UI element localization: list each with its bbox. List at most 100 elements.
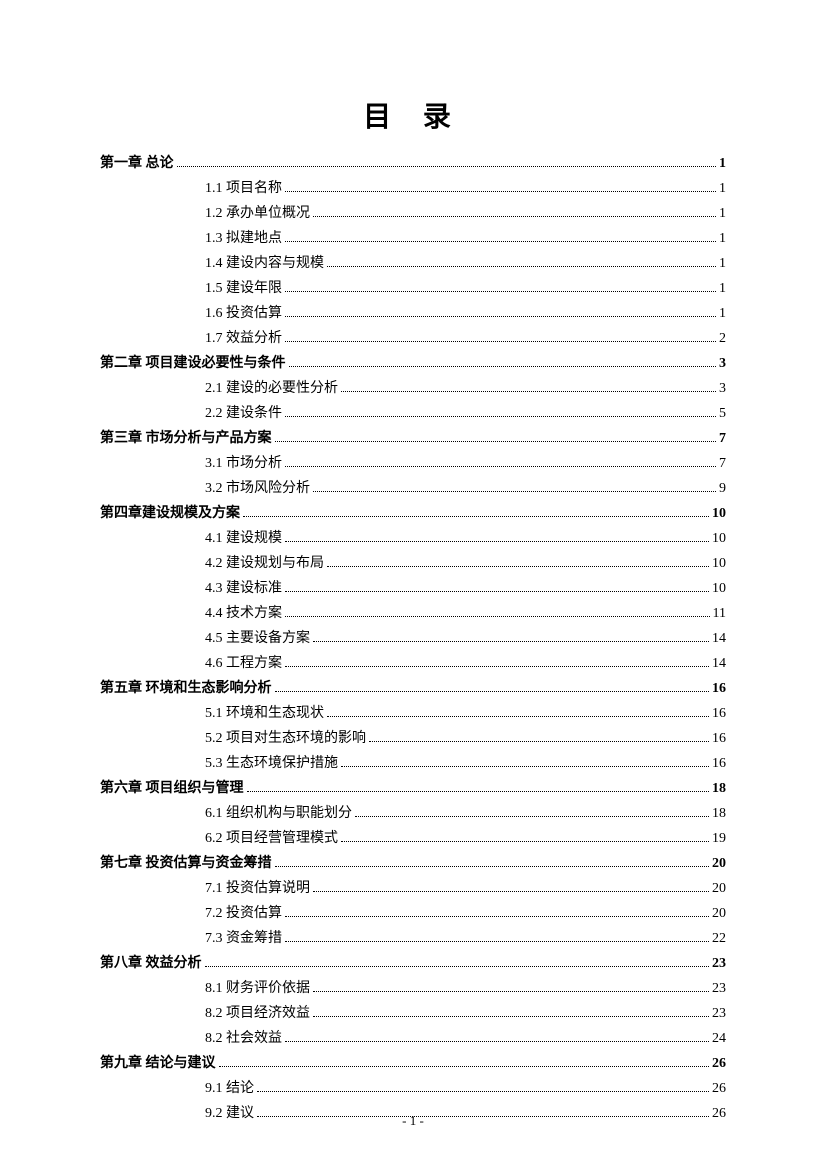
toc-leader-dots bbox=[285, 541, 709, 542]
toc-sub-page: 22 bbox=[712, 928, 726, 949]
toc-leader-dots bbox=[177, 166, 717, 167]
toc-sub-row: 1.2 承办单位概况1 bbox=[100, 203, 726, 224]
toc-sub-page: 19 bbox=[712, 828, 726, 849]
table-of-contents: 第一章 总论 11.1 项目名称11.2 承办单位概况11.3 拟建地点11.4… bbox=[100, 153, 726, 1124]
toc-leader-dots bbox=[243, 516, 709, 517]
toc-leader-dots bbox=[313, 216, 716, 217]
toc-leader-dots bbox=[285, 466, 716, 467]
toc-sub-row: 2.1 建设的必要性分析 3 bbox=[100, 378, 726, 399]
toc-sub-label: 1.7 效益分析 bbox=[205, 328, 282, 349]
toc-sub-row: 5.2 项目对生态环境的影响 16 bbox=[100, 728, 726, 749]
page-footer: - 1 - bbox=[0, 1113, 826, 1129]
toc-sub-page: 9 bbox=[719, 478, 726, 499]
toc-leader-dots bbox=[275, 441, 717, 442]
toc-sub-page: 14 bbox=[712, 628, 726, 649]
toc-chapter-label: 第八章 效益分析 bbox=[100, 953, 202, 974]
toc-chapter-row: 第五章 环境和生态影响分析16 bbox=[100, 678, 726, 699]
toc-sub-row: 3.2 市场风险分析 9 bbox=[100, 478, 726, 499]
toc-chapter-label: 第二章 项目建设必要性与条件 bbox=[100, 353, 286, 374]
toc-sub-row: 1.1 项目名称 1 bbox=[100, 178, 726, 199]
toc-sub-page: 16 bbox=[712, 703, 726, 724]
toc-chapter-row: 第七章 投资估算与资金筹措 20 bbox=[100, 853, 726, 874]
toc-leader-dots bbox=[369, 741, 709, 742]
toc-sub-label: 1.1 项目名称 bbox=[205, 178, 282, 199]
toc-title: 目 录 bbox=[100, 95, 726, 135]
toc-sub-row: 6.1 组织机构与职能划分18 bbox=[100, 803, 726, 824]
toc-sub-row: 1.4 建设内容与规模 1 bbox=[100, 253, 726, 274]
toc-sub-label: 1.3 拟建地点 bbox=[205, 228, 282, 249]
toc-sub-page: 14 bbox=[712, 653, 726, 674]
toc-sub-page: 23 bbox=[712, 978, 726, 999]
toc-sub-label: 5.2 项目对生态环境的影响 bbox=[205, 728, 366, 749]
toc-sub-label: 4.2 建设规划与布局 bbox=[205, 553, 324, 574]
toc-sub-label: 8.1 财务评价依据 bbox=[205, 978, 310, 999]
toc-sub-row: 8.2 社会效益24 bbox=[100, 1028, 726, 1049]
toc-sub-page: 20 bbox=[712, 878, 726, 899]
toc-chapter-page: 18 bbox=[712, 778, 726, 799]
toc-sub-label: 1.2 承办单位概况 bbox=[205, 203, 310, 224]
toc-sub-label: 4.6 工程方案 bbox=[205, 653, 282, 674]
toc-chapter-page: 7 bbox=[719, 428, 726, 449]
toc-sub-label: 3.2 市场风险分析 bbox=[205, 478, 310, 499]
toc-sub-row: 4.3 建设标准 10 bbox=[100, 578, 726, 599]
toc-sub-row: 9.1 结论26 bbox=[100, 1078, 726, 1099]
toc-sub-page: 7 bbox=[719, 453, 726, 474]
toc-sub-page: 10 bbox=[712, 553, 726, 574]
toc-sub-label: 8.2 项目经济效益 bbox=[205, 1003, 310, 1024]
toc-sub-page: 10 bbox=[712, 578, 726, 599]
toc-leader-dots bbox=[285, 666, 709, 667]
toc-chapter-row: 第二章 项目建设必要性与条件 3 bbox=[100, 353, 726, 374]
toc-chapter-label: 第一章 总论 bbox=[100, 153, 174, 174]
toc-sub-row: 4.2 建设规划与布局 10 bbox=[100, 553, 726, 574]
toc-sub-row: 4.5 主要设备方案14 bbox=[100, 628, 726, 649]
toc-sub-page: 1 bbox=[719, 178, 726, 199]
toc-chapter-page: 20 bbox=[712, 853, 726, 874]
toc-sub-row: 4.1 建设规模 10 bbox=[100, 528, 726, 549]
toc-chapter-row: 第八章 效益分析 23 bbox=[100, 953, 726, 974]
toc-leader-dots bbox=[275, 866, 710, 867]
toc-chapter-label: 第五章 环境和生态影响分析 bbox=[100, 678, 272, 699]
toc-sub-row: 3.1 市场分析7 bbox=[100, 453, 726, 474]
toc-sub-row: 7.1 投资估算说明 20 bbox=[100, 878, 726, 899]
toc-sub-row: 7.3 资金筹措22 bbox=[100, 928, 726, 949]
toc-leader-dots bbox=[313, 641, 709, 642]
toc-leader-dots bbox=[285, 316, 716, 317]
toc-sub-page: 3 bbox=[719, 378, 726, 399]
toc-leader-dots bbox=[341, 841, 709, 842]
toc-leader-dots bbox=[313, 991, 709, 992]
toc-sub-label: 5.3 生态环境保护措施 bbox=[205, 753, 338, 774]
toc-leader-dots bbox=[219, 1066, 710, 1067]
toc-sub-page: 10 bbox=[712, 528, 726, 549]
toc-sub-row: 8.1 财务评价依据 23 bbox=[100, 978, 726, 999]
toc-sub-label: 6.1 组织机构与职能划分 bbox=[205, 803, 352, 824]
toc-chapter-label: 第三章 市场分析与产品方案 bbox=[100, 428, 272, 449]
toc-sub-page: 1 bbox=[719, 253, 726, 274]
toc-sub-label: 4.1 建设规模 bbox=[205, 528, 282, 549]
toc-sub-row: 2.2 建设条件5 bbox=[100, 403, 726, 424]
toc-chapter-row: 第四章建设规模及方案 10 bbox=[100, 503, 726, 524]
toc-leader-dots bbox=[285, 341, 716, 342]
toc-chapter-label: 第四章建设规模及方案 bbox=[100, 503, 240, 524]
toc-chapter-page: 3 bbox=[719, 353, 726, 374]
toc-sub-label: 7.1 投资估算说明 bbox=[205, 878, 310, 899]
toc-leader-dots bbox=[285, 241, 716, 242]
toc-sub-label: 2.1 建设的必要性分析 bbox=[205, 378, 338, 399]
toc-sub-row: 1.5 建设年限1 bbox=[100, 278, 726, 299]
toc-sub-label: 7.2 投资估算 bbox=[205, 903, 282, 924]
toc-sub-row: 5.1 环境和生态现状 16 bbox=[100, 703, 726, 724]
toc-chapter-row: 第六章 项目组织与管理 18 bbox=[100, 778, 726, 799]
toc-sub-label: 1.4 建设内容与规模 bbox=[205, 253, 324, 274]
toc-sub-page: 1 bbox=[719, 228, 726, 249]
toc-sub-label: 4.3 建设标准 bbox=[205, 578, 282, 599]
toc-leader-dots bbox=[313, 891, 709, 892]
toc-chapter-label: 第七章 投资估算与资金筹措 bbox=[100, 853, 272, 874]
toc-sub-row: 8.2 项目经济效益23 bbox=[100, 1003, 726, 1024]
toc-sub-page: 16 bbox=[712, 728, 726, 749]
toc-chapter-row: 第三章 市场分析与产品方案 7 bbox=[100, 428, 726, 449]
toc-leader-dots bbox=[285, 1041, 709, 1042]
toc-sub-label: 5.1 环境和生态现状 bbox=[205, 703, 324, 724]
toc-leader-dots bbox=[289, 366, 717, 367]
toc-leader-dots bbox=[285, 916, 709, 917]
toc-leader-dots bbox=[285, 616, 710, 617]
toc-leader-dots bbox=[285, 416, 716, 417]
